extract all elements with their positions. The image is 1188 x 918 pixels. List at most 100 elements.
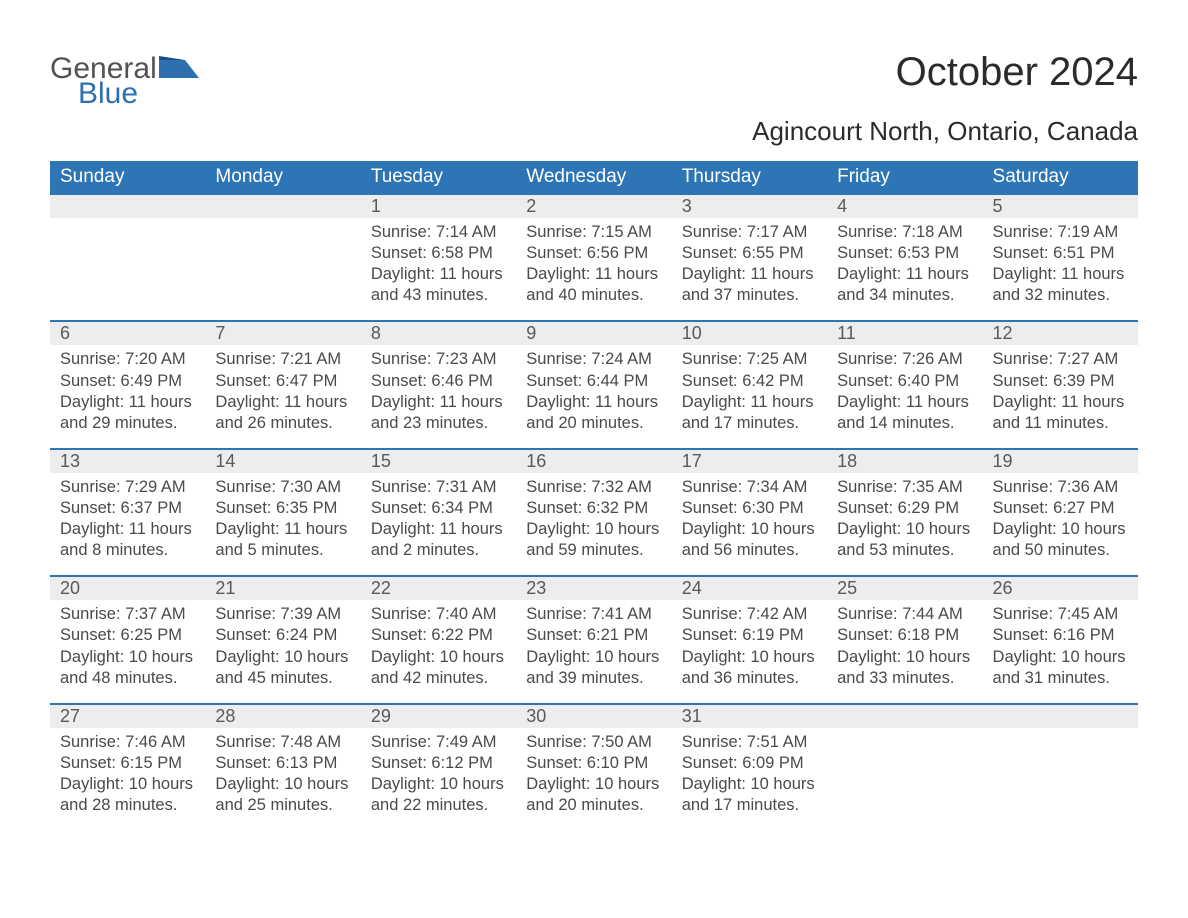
daylight1-text: Daylight: 11 hours <box>60 519 195 540</box>
sunrise-text: Sunrise: 7:31 AM <box>371 477 506 498</box>
daylight2-text: and 20 minutes. <box>526 413 661 434</box>
day-number-cell <box>983 704 1138 728</box>
daylight1-text: Daylight: 10 hours <box>682 774 817 795</box>
daylight1-text: Daylight: 10 hours <box>526 774 661 795</box>
daylight1-text: Daylight: 11 hours <box>993 264 1128 285</box>
day-content-cell: Sunrise: 7:41 AMSunset: 6:21 PMDaylight:… <box>516 600 671 703</box>
day-number-cell: 17 <box>672 449 827 473</box>
daylight1-text: Daylight: 11 hours <box>371 519 506 540</box>
page-title: October 2024 <box>896 50 1138 95</box>
day-number-cell: 3 <box>672 194 827 218</box>
sunset-text: Sunset: 6:55 PM <box>682 243 817 264</box>
day-number-cell: 29 <box>361 704 516 728</box>
day-content-cell: Sunrise: 7:14 AMSunset: 6:58 PMDaylight:… <box>361 218 516 321</box>
day-number-cell: 30 <box>516 704 671 728</box>
content-row: Sunrise: 7:29 AMSunset: 6:37 PMDaylight:… <box>50 473 1138 576</box>
daylight1-text: Daylight: 10 hours <box>682 647 817 668</box>
day-content-cell: Sunrise: 7:31 AMSunset: 6:34 PMDaylight:… <box>361 473 516 576</box>
daylight1-text: Daylight: 10 hours <box>837 519 972 540</box>
daylight2-text: and 42 minutes. <box>371 668 506 689</box>
daylight2-text: and 14 minutes. <box>837 413 972 434</box>
sunset-text: Sunset: 6:24 PM <box>215 625 350 646</box>
daylight1-text: Daylight: 10 hours <box>60 774 195 795</box>
day-content-cell: Sunrise: 7:39 AMSunset: 6:24 PMDaylight:… <box>205 600 360 703</box>
daylight1-text: Daylight: 10 hours <box>215 774 350 795</box>
day-content-cell: Sunrise: 7:40 AMSunset: 6:22 PMDaylight:… <box>361 600 516 703</box>
daylight1-text: Daylight: 10 hours <box>60 647 195 668</box>
sunrise-text: Sunrise: 7:48 AM <box>215 732 350 753</box>
sunset-text: Sunset: 6:47 PM <box>215 371 350 392</box>
day-number-cell: 22 <box>361 576 516 600</box>
weekday-header: Saturday <box>983 161 1138 194</box>
sunrise-text: Sunrise: 7:19 AM <box>993 222 1128 243</box>
day-number-cell: 16 <box>516 449 671 473</box>
sunrise-text: Sunrise: 7:36 AM <box>993 477 1128 498</box>
daylight1-text: Daylight: 10 hours <box>682 519 817 540</box>
day-number-cell: 14 <box>205 449 360 473</box>
day-number-cell: 15 <box>361 449 516 473</box>
day-content-cell: Sunrise: 7:35 AMSunset: 6:29 PMDaylight:… <box>827 473 982 576</box>
daylight2-text: and 33 minutes. <box>837 668 972 689</box>
daylight2-text: and 40 minutes. <box>526 285 661 306</box>
sunrise-text: Sunrise: 7:18 AM <box>837 222 972 243</box>
day-number-cell <box>50 194 205 218</box>
daylight1-text: Daylight: 11 hours <box>682 392 817 413</box>
sunrise-text: Sunrise: 7:40 AM <box>371 604 506 625</box>
day-number-cell: 27 <box>50 704 205 728</box>
daylight2-text: and 48 minutes. <box>60 668 195 689</box>
sunset-text: Sunset: 6:42 PM <box>682 371 817 392</box>
day-content-cell: Sunrise: 7:26 AMSunset: 6:40 PMDaylight:… <box>827 345 982 448</box>
day-content-cell: Sunrise: 7:34 AMSunset: 6:30 PMDaylight:… <box>672 473 827 576</box>
daylight2-text: and 45 minutes. <box>215 668 350 689</box>
daylight2-text: and 29 minutes. <box>60 413 195 434</box>
day-content-cell: Sunrise: 7:45 AMSunset: 6:16 PMDaylight:… <box>983 600 1138 703</box>
sunrise-text: Sunrise: 7:41 AM <box>526 604 661 625</box>
sunrise-text: Sunrise: 7:37 AM <box>60 604 195 625</box>
sunset-text: Sunset: 6:27 PM <box>993 498 1128 519</box>
day-number-cell: 7 <box>205 321 360 345</box>
day-number-cell: 10 <box>672 321 827 345</box>
daylight1-text: Daylight: 11 hours <box>526 392 661 413</box>
daynum-row: 12345 <box>50 194 1138 218</box>
sunrise-text: Sunrise: 7:42 AM <box>682 604 817 625</box>
daylight2-text: and 39 minutes. <box>526 668 661 689</box>
daylight2-text: and 26 minutes. <box>215 413 350 434</box>
weekday-header: Friday <box>827 161 982 194</box>
daylight2-text: and 59 minutes. <box>526 540 661 561</box>
sunrise-text: Sunrise: 7:44 AM <box>837 604 972 625</box>
sunset-text: Sunset: 6:21 PM <box>526 625 661 646</box>
day-content-cell <box>50 218 205 321</box>
logo: General Blue <box>50 50 199 108</box>
day-content-cell: Sunrise: 7:21 AMSunset: 6:47 PMDaylight:… <box>205 345 360 448</box>
sunrise-text: Sunrise: 7:29 AM <box>60 477 195 498</box>
sunset-text: Sunset: 6:49 PM <box>60 371 195 392</box>
daylight1-text: Daylight: 10 hours <box>371 774 506 795</box>
daylight2-text: and 20 minutes. <box>526 795 661 816</box>
sunset-text: Sunset: 6:15 PM <box>60 753 195 774</box>
content-row: Sunrise: 7:37 AMSunset: 6:25 PMDaylight:… <box>50 600 1138 703</box>
day-content-cell: Sunrise: 7:24 AMSunset: 6:44 PMDaylight:… <box>516 345 671 448</box>
day-number-cell: 13 <box>50 449 205 473</box>
day-number-cell: 26 <box>983 576 1138 600</box>
day-content-cell: Sunrise: 7:27 AMSunset: 6:39 PMDaylight:… <box>983 345 1138 448</box>
day-content-cell: Sunrise: 7:17 AMSunset: 6:55 PMDaylight:… <box>672 218 827 321</box>
daylight1-text: Daylight: 11 hours <box>993 392 1128 413</box>
sunset-text: Sunset: 6:32 PM <box>526 498 661 519</box>
daylight1-text: Daylight: 10 hours <box>371 647 506 668</box>
day-number-cell: 28 <box>205 704 360 728</box>
sunrise-text: Sunrise: 7:27 AM <box>993 349 1128 370</box>
daylight1-text: Daylight: 11 hours <box>215 519 350 540</box>
sunrise-text: Sunrise: 7:24 AM <box>526 349 661 370</box>
day-number-cell: 20 <box>50 576 205 600</box>
sunrise-text: Sunrise: 7:45 AM <box>993 604 1128 625</box>
sunset-text: Sunset: 6:18 PM <box>837 625 972 646</box>
sunrise-text: Sunrise: 7:32 AM <box>526 477 661 498</box>
sunset-text: Sunset: 6:37 PM <box>60 498 195 519</box>
sunrise-text: Sunrise: 7:30 AM <box>215 477 350 498</box>
day-content-cell: Sunrise: 7:15 AMSunset: 6:56 PMDaylight:… <box>516 218 671 321</box>
sunset-text: Sunset: 6:29 PM <box>837 498 972 519</box>
day-content-cell: Sunrise: 7:19 AMSunset: 6:51 PMDaylight:… <box>983 218 1138 321</box>
daylight2-text: and 8 minutes. <box>60 540 195 561</box>
day-number-cell: 12 <box>983 321 1138 345</box>
day-content-cell: Sunrise: 7:18 AMSunset: 6:53 PMDaylight:… <box>827 218 982 321</box>
